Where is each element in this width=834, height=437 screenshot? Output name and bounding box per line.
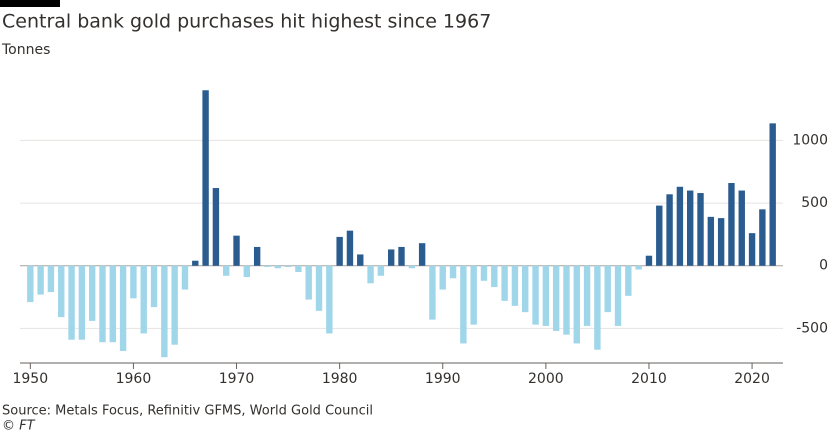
x-tick-label: 1950 — [12, 371, 48, 387]
bar — [552, 265, 560, 331]
bar — [161, 265, 168, 358]
bar — [408, 265, 416, 269]
bar — [181, 265, 189, 290]
y-tick-label: -500 — [796, 320, 828, 336]
bar — [511, 265, 519, 306]
y-tick-label: 500 — [801, 195, 828, 211]
bar — [573, 265, 580, 344]
bar — [109, 265, 116, 343]
bar — [37, 265, 44, 295]
bar — [398, 246, 405, 266]
bar — [748, 233, 756, 266]
bar — [656, 205, 663, 266]
bar — [480, 265, 488, 281]
x-tick-label: 2010 — [631, 371, 667, 387]
credit: © FT — [2, 419, 36, 434]
bar — [707, 216, 715, 266]
bar — [202, 90, 209, 266]
bar — [542, 265, 550, 326]
bar — [27, 265, 34, 303]
bar — [326, 265, 333, 334]
bar — [88, 265, 96, 321]
bar — [68, 265, 75, 340]
x-tick-label: 1960 — [116, 371, 152, 387]
bar — [284, 265, 292, 267]
bar — [594, 265, 601, 350]
bar — [150, 265, 158, 308]
y-tick-label: 0 — [819, 258, 828, 274]
bar — [491, 265, 498, 288]
bar — [738, 190, 745, 266]
bar — [367, 265, 374, 284]
bar — [233, 235, 240, 266]
x-tick-label: 1990 — [425, 371, 461, 387]
bar — [470, 265, 477, 325]
bar — [645, 255, 653, 266]
bar — [532, 265, 539, 325]
bar — [625, 265, 632, 296]
x-tick-label: 1980 — [322, 371, 358, 387]
x-tick-label: 1970 — [219, 371, 255, 387]
bar — [346, 230, 354, 266]
bar — [223, 265, 230, 276]
bar — [171, 265, 178, 345]
bar — [676, 186, 684, 266]
source: Source: Metals Focus, Refinitiv GFMS, Wo… — [2, 404, 373, 419]
bar — [635, 265, 642, 270]
brand-bar — [0, 0, 60, 7]
bar — [449, 265, 457, 279]
bar — [78, 265, 86, 340]
x-tick-label: 2000 — [528, 371, 564, 387]
x-tick-label: 2020 — [734, 371, 770, 387]
bar — [140, 265, 147, 334]
bar — [47, 265, 55, 293]
bar — [604, 265, 611, 313]
bar — [264, 265, 271, 267]
bar — [522, 265, 529, 313]
bar — [192, 260, 199, 266]
bar — [99, 265, 106, 343]
bar — [728, 183, 735, 266]
bar — [501, 265, 508, 301]
bar — [130, 265, 137, 299]
bar — [429, 265, 436, 320]
bar — [212, 188, 220, 266]
bar — [336, 236, 343, 266]
bar — [460, 265, 467, 344]
bar — [58, 265, 65, 318]
chart-subtitle: Tonnes — [1, 42, 50, 58]
bar — [759, 209, 766, 266]
bar — [377, 265, 385, 276]
bar — [119, 265, 127, 351]
bar — [253, 246, 261, 266]
bar — [274, 265, 281, 269]
bar — [295, 265, 302, 273]
bar — [243, 265, 251, 278]
bar — [583, 265, 591, 326]
bar — [563, 265, 570, 335]
bar — [666, 194, 673, 266]
bar — [687, 190, 694, 266]
bar — [717, 218, 725, 266]
bar — [439, 265, 446, 290]
bar — [769, 123, 776, 266]
bar — [387, 249, 395, 266]
bar — [418, 243, 426, 266]
bar — [357, 254, 364, 266]
bar — [697, 193, 704, 266]
bar — [614, 265, 622, 326]
bar — [305, 265, 312, 300]
chart-title: Central bank gold purchases hit highest … — [2, 11, 491, 33]
y-tick-label: 1000 — [792, 132, 828, 148]
bar — [315, 265, 323, 311]
